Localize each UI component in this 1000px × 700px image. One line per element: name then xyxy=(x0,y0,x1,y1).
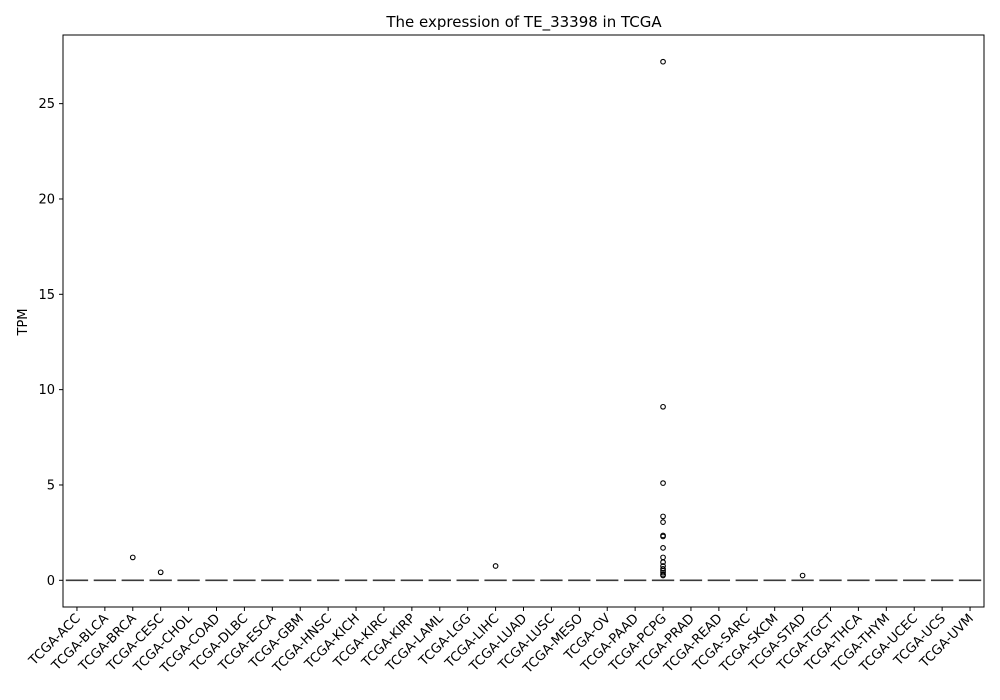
outlier-point xyxy=(492,563,499,569)
outlier-point xyxy=(660,566,666,572)
y-tick-label: 15 xyxy=(38,288,55,303)
y-axis-label: TPM xyxy=(16,309,31,337)
outlier-point xyxy=(660,572,666,579)
outlier-point xyxy=(660,545,666,551)
outlier-point xyxy=(660,58,666,65)
outlier-point xyxy=(660,403,666,410)
outlier-point xyxy=(799,572,806,579)
outlier-point xyxy=(660,569,666,576)
outlier-point xyxy=(129,554,136,561)
y-tick-label: 10 xyxy=(38,383,55,398)
outlier-point xyxy=(660,533,666,540)
outlier-point xyxy=(660,559,666,566)
y-tick-label: 5 xyxy=(47,478,55,493)
y-tick-label: 0 xyxy=(47,574,55,589)
chart-title: The expression of TE_33398 in TCGA xyxy=(385,13,662,32)
axes-frame xyxy=(62,34,985,608)
plot-area xyxy=(65,58,982,582)
outlier-point xyxy=(660,480,666,486)
outlier-point xyxy=(660,554,666,561)
y-tick-label: 20 xyxy=(38,192,55,207)
outlier-point xyxy=(660,519,666,526)
y-tick-label: 25 xyxy=(38,97,55,112)
outlier-point xyxy=(157,569,164,576)
outlier-point xyxy=(660,513,666,520)
